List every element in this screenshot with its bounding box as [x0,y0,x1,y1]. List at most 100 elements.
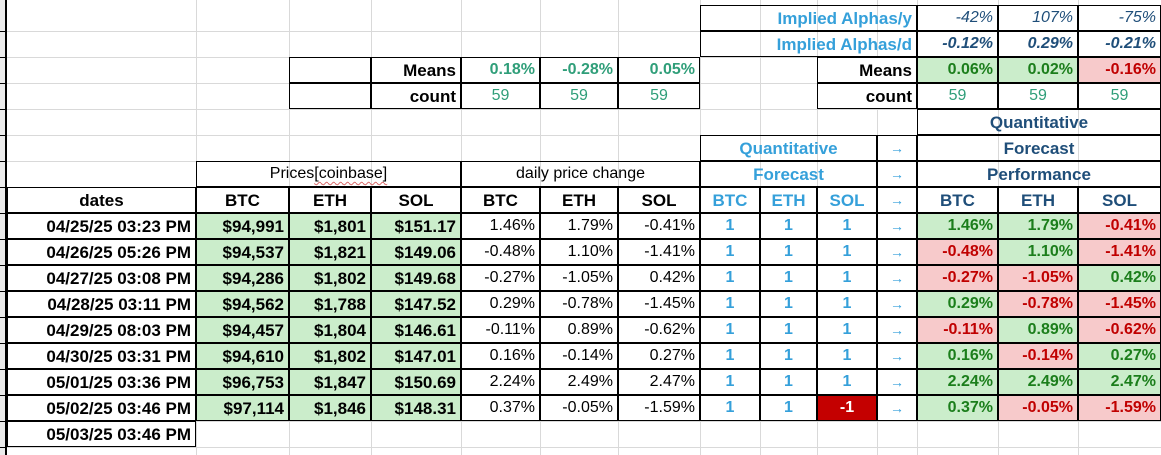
perf-sol-cell[interactable]: 0.27% [1078,343,1161,369]
perf-eth-cell[interactable]: -0.78% [998,291,1078,317]
performance-header-line2[interactable]: Forecast [917,135,1161,161]
count-right-btc-cell[interactable]: 59 [917,83,998,109]
dpc-sol-header[interactable]: SOL [618,187,700,213]
perf-sol-cell[interactable]: -1.45% [1078,291,1161,317]
perf-sol-cell[interactable]: -0.62% [1078,317,1161,343]
means-left-btc-cell[interactable]: 0.18% [461,57,540,83]
forecast-header-line2[interactable]: Forecast [700,161,877,187]
price-btc-cell[interactable]: $96,753 [196,369,289,395]
empty-cell[interactable] [289,57,371,83]
alpha-d-eth-cell[interactable]: 0.29% [998,31,1078,57]
perf-btc-cell[interactable]: 2.24% [917,369,998,395]
forecast-sol-cell[interactable]: 1 [817,213,877,239]
price-sol-cell[interactable]: $147.01 [371,343,461,369]
forecast-btc-cell[interactable]: 1 [700,291,760,317]
date-cell[interactable]: 05/01/25 03:36 PM [7,369,196,395]
price-sol-cell[interactable]: $147.52 [371,291,461,317]
empty-cell[interactable] [289,83,371,109]
dpc-btc-cell[interactable]: 0.37% [461,395,540,421]
price-btc-cell[interactable]: $97,114 [196,395,289,421]
implied-alphas-d-label[interactable]: Implied Alphas/d [700,31,917,57]
count-left-sol-cell[interactable]: 59 [618,83,700,109]
price-eth-cell[interactable]: $1,801 [289,213,371,239]
forecast-sol-cell[interactable]: 1 [817,239,877,265]
dpc-sol-cell[interactable]: -1.59% [618,395,700,421]
price-sol-header[interactable]: SOL [371,187,461,213]
perf-btc-cell[interactable]: -0.27% [917,265,998,291]
price-sol-cell[interactable]: $149.06 [371,239,461,265]
perf-btc-cell[interactable]: 1.46% [917,213,998,239]
perf-sol-cell[interactable]: -0.41% [1078,213,1161,239]
daily-price-change-header[interactable]: daily price change [461,161,700,187]
date-cell[interactable]: 05/02/25 03:46 PM [7,395,196,421]
dpc-btc-header[interactable]: BTC [461,187,540,213]
forecast-eth-cell[interactable]: 1 [760,395,817,421]
price-eth-cell[interactable]: $1,802 [289,265,371,291]
perf-eth-cell[interactable]: 1.79% [998,213,1078,239]
price-eth-cell[interactable]: $1,788 [289,291,371,317]
price-eth-cell[interactable]: $1,821 [289,239,371,265]
count-left-label[interactable]: count [371,83,461,109]
forecast-btc-cell[interactable]: 1 [700,213,760,239]
forecast-eth-cell[interactable]: 1 [760,213,817,239]
means-left-sol-cell[interactable]: 0.05% [618,57,700,83]
count-left-eth-cell[interactable]: 59 [540,83,618,109]
price-btc-cell[interactable]: $94,991 [196,213,289,239]
means-right-label[interactable]: Means [817,57,917,83]
dpc-btc-cell[interactable]: 2.24% [461,369,540,395]
dpc-btc-cell[interactable]: -0.48% [461,239,540,265]
prices-header[interactable]: Prices [coinbase] [196,161,461,187]
price-btc-cell[interactable]: $94,610 [196,343,289,369]
price-eth-cell[interactable]: $1,802 [289,343,371,369]
price-btc-cell[interactable]: $94,537 [196,239,289,265]
dpc-btc-cell[interactable]: 0.29% [461,291,540,317]
dpc-eth-cell[interactable]: 1.79% [540,213,618,239]
perf-btc-cell[interactable]: -0.11% [917,317,998,343]
price-sol-cell[interactable]: $149.68 [371,265,461,291]
date-cell[interactable]: 04/28/25 03:11 PM [7,291,196,317]
means-left-eth-cell[interactable]: -0.28% [540,57,618,83]
forecast-eth-cell[interactable]: 1 [760,291,817,317]
forecast-sol-cell[interactable]: 1 [817,317,877,343]
dpc-eth-cell[interactable]: -0.78% [540,291,618,317]
forecast-sol-cell[interactable]: -1 [817,395,877,421]
perf-sol-cell[interactable]: 0.42% [1078,265,1161,291]
price-eth-cell[interactable]: $1,846 [289,395,371,421]
forecast-eth-cell[interactable]: 1 [760,369,817,395]
perf-btc-cell[interactable]: 0.37% [917,395,998,421]
price-btc-cell[interactable]: $94,562 [196,291,289,317]
dpc-eth-cell[interactable]: -0.05% [540,395,618,421]
price-btc-cell[interactable]: $94,286 [196,265,289,291]
forecast-eth-cell[interactable]: 1 [760,265,817,291]
dpc-eth-header[interactable]: ETH [540,187,618,213]
forecast-eth-cell[interactable]: 1 [760,343,817,369]
perf-sol-cell[interactable]: -1.59% [1078,395,1161,421]
alpha-d-btc-cell[interactable]: -0.12% [917,31,998,57]
forecast-sol-cell[interactable]: 1 [817,265,877,291]
dpc-eth-cell[interactable]: 1.10% [540,239,618,265]
dpc-sol-cell[interactable]: 0.27% [618,343,700,369]
dpc-btc-cell[interactable]: 0.16% [461,343,540,369]
dpc-eth-cell[interactable]: 2.49% [540,369,618,395]
date-cell[interactable]: 04/26/25 05:26 PM [7,239,196,265]
alpha-y-sol-cell[interactable]: -75% [1078,5,1161,31]
alpha-y-eth-cell[interactable]: 107% [998,5,1078,31]
alpha-y-btc-cell[interactable]: -42% [917,5,998,31]
count-left-btc-cell[interactable]: 59 [461,83,540,109]
date-cell[interactable]: 04/25/25 03:23 PM [7,213,196,239]
perf-eth-header[interactable]: ETH [998,187,1078,213]
dpc-btc-cell[interactable]: -0.11% [461,317,540,343]
forecast-btc-cell[interactable]: 1 [700,239,760,265]
forecast-sol-cell[interactable]: 1 [817,291,877,317]
perf-eth-cell[interactable]: -1.05% [998,265,1078,291]
dates-header[interactable]: dates [7,187,196,213]
dpc-eth-cell[interactable]: 0.89% [540,317,618,343]
dpc-btc-cell[interactable]: 1.46% [461,213,540,239]
forecast-btc-cell[interactable]: 1 [700,369,760,395]
implied-alphas-y-label[interactable]: Implied Alphas/y [700,5,917,31]
perf-sol-cell[interactable]: 2.47% [1078,369,1161,395]
dpc-sol-cell[interactable]: 0.42% [618,265,700,291]
price-eth-header[interactable]: ETH [289,187,371,213]
forecast-btc-cell[interactable]: 1 [700,265,760,291]
price-sol-cell[interactable]: $148.31 [371,395,461,421]
